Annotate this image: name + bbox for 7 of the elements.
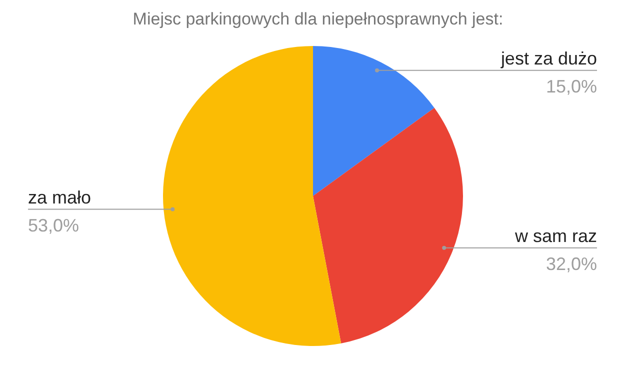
data-label: 15,0% xyxy=(546,76,597,96)
data-label: 32,0% xyxy=(546,254,597,274)
slice-label: za mało xyxy=(28,187,92,208)
chart-title: Miejsc parkingowych dla niepełnosprawnych jest: xyxy=(132,10,504,29)
slice-label: jest za dużo xyxy=(500,48,597,68)
data-label: 53,0% xyxy=(28,215,80,236)
slice-label: w sam raz xyxy=(514,226,597,246)
